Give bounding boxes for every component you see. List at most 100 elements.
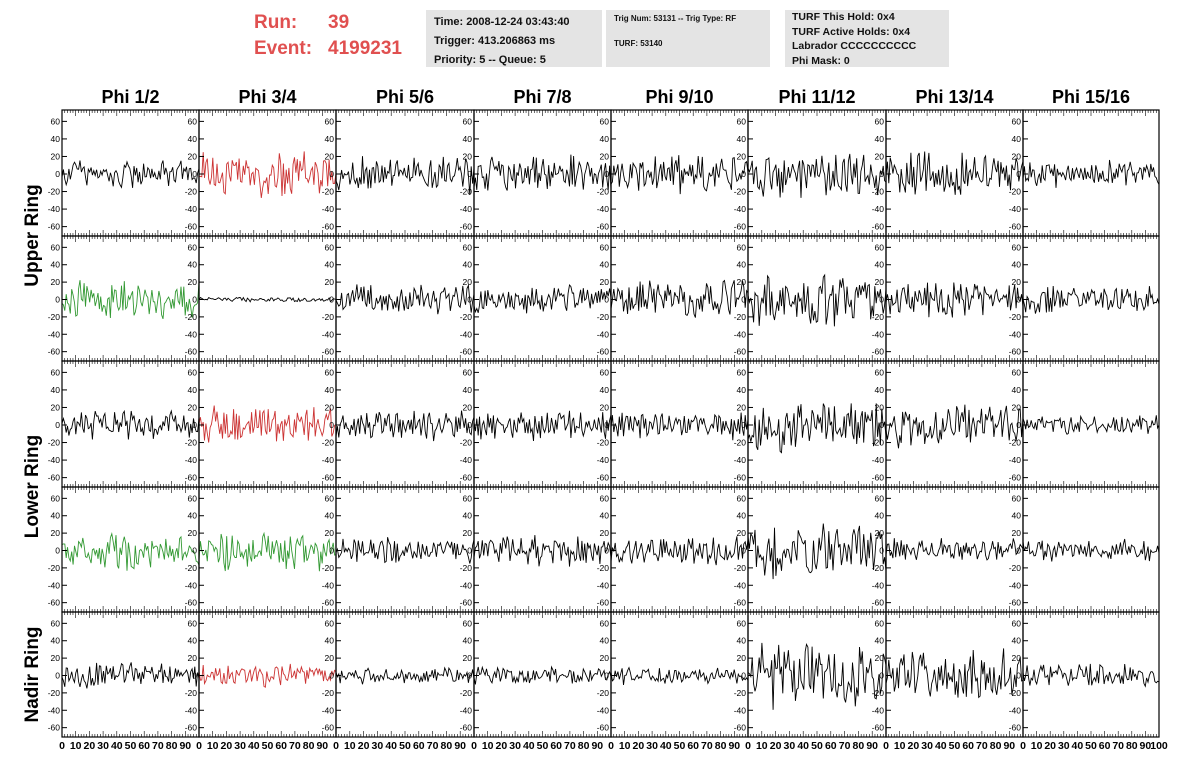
column-header: Phi 5/6 — [376, 87, 434, 107]
x-tick-label: 30 — [921, 740, 933, 752]
x-tick-label: 30 — [97, 740, 109, 752]
turf-active-text: TURF Active Holds: 0x4 — [792, 25, 911, 38]
x-tick-label: 40 — [797, 740, 809, 752]
waveform-trace — [335, 537, 475, 564]
x-tick-label: 10 — [70, 740, 82, 752]
x-tick-label: 70 — [839, 740, 851, 752]
y-tick-label: 40 — [188, 385, 198, 395]
y-tick-label: 0 — [467, 671, 472, 681]
y-tick-label: -20 — [185, 438, 198, 448]
y-tick-label: -60 — [48, 723, 61, 733]
trigger-text: Trigger: 413.206863 ms — [434, 35, 556, 47]
y-tick-label: -40 — [48, 705, 61, 715]
y-tick-label: -40 — [460, 705, 473, 715]
pad-frame — [335, 360, 475, 488]
y-tick-label: 20 — [600, 277, 610, 287]
waveform-trace — [335, 666, 475, 685]
y-tick-label: -20 — [48, 563, 61, 573]
y-tick-label: 20 — [875, 277, 885, 287]
y-tick-label: 20 — [51, 151, 61, 161]
y-tick-label: -60 — [734, 473, 747, 483]
y-tick-label: 0 — [604, 169, 609, 179]
y-tick-label: 0 — [329, 671, 334, 681]
y-tick-label: 40 — [737, 260, 747, 270]
y-tick-label: 20 — [737, 151, 747, 161]
y-tick-label: -20 — [322, 563, 335, 573]
y-tick-label: 60 — [325, 116, 335, 126]
y-tick-label: 20 — [463, 402, 473, 412]
y-tick-label: 40 — [325, 636, 335, 646]
y-tick-label: -20 — [734, 187, 747, 197]
x-tick-label: 10 — [756, 740, 768, 752]
x-tick-label: 60 — [550, 740, 562, 752]
x-tick-label: 20 — [358, 740, 370, 752]
x-tick-label: 20 — [908, 740, 920, 752]
y-tick-label: 0 — [192, 671, 197, 681]
y-tick-label: 0 — [55, 169, 60, 179]
y-tick-label: 60 — [463, 116, 473, 126]
column-header: Phi 11/12 — [778, 87, 855, 107]
y-tick-label: -60 — [48, 347, 61, 357]
y-tick-label: 40 — [1012, 260, 1022, 270]
y-tick-label: 40 — [51, 134, 61, 144]
waveform-trace — [61, 160, 200, 189]
y-tick-label: 20 — [737, 277, 747, 287]
pad-frame — [610, 611, 749, 738]
y-tick-label: -20 — [185, 312, 198, 322]
y-tick-label: -40 — [185, 329, 198, 339]
y-tick-label: 40 — [875, 385, 885, 395]
column-header: Phi 13/14 — [915, 87, 993, 107]
x-tick-label: 10 — [894, 740, 906, 752]
y-tick-label: -40 — [185, 204, 198, 214]
waveform-trace — [473, 410, 612, 442]
waveform-trace — [610, 536, 749, 566]
y-tick-label: 0 — [467, 169, 472, 179]
pad-frame — [335, 235, 475, 362]
waveform-trace — [198, 151, 337, 198]
y-tick-label: 0 — [879, 169, 884, 179]
y-tick-label: 0 — [467, 295, 472, 305]
y-tick-label: -60 — [1009, 598, 1022, 608]
x-tick-label: 70 — [289, 740, 301, 752]
y-tick-label: 40 — [1012, 385, 1022, 395]
y-tick-label: 40 — [737, 385, 747, 395]
y-tick-label: 60 — [463, 242, 473, 252]
y-tick-label: 20 — [875, 528, 885, 538]
event-value: 4199231 — [328, 38, 402, 59]
y-tick-label: -20 — [597, 688, 610, 698]
y-tick-label: -40 — [185, 580, 198, 590]
y-tick-label: -40 — [460, 204, 473, 214]
x-tick-label: 40 — [248, 740, 260, 752]
x-tick-label: 20 — [221, 740, 233, 752]
y-tick-label: 20 — [325, 151, 335, 161]
waveform-trace — [747, 273, 887, 327]
time-trigger-panel: Time: 2008-12-24 03:43:40 Trigger: 413.2… — [426, 10, 602, 67]
waveform-trace — [885, 404, 1024, 449]
y-tick-label: 40 — [463, 134, 473, 144]
y-tick-label: 0 — [1016, 546, 1021, 556]
y-tick-label: 60 — [463, 367, 473, 377]
x-tick-label: 70 — [152, 740, 164, 752]
y-tick-label: -40 — [597, 705, 610, 715]
y-tick-label: -60 — [322, 347, 335, 357]
waveform-trace — [198, 531, 337, 572]
y-tick-label: -60 — [597, 598, 610, 608]
y-tick-label: 0 — [55, 420, 60, 430]
y-tick-label: 40 — [325, 511, 335, 521]
y-tick-label: -60 — [48, 222, 61, 232]
y-tick-label: -60 — [460, 723, 473, 733]
x-tick-label: 20 — [770, 740, 782, 752]
x-tick-label: 90 — [179, 740, 191, 752]
y-tick-label: 20 — [51, 402, 61, 412]
x-tick-label: 30 — [234, 740, 246, 752]
y-tick-label: -60 — [597, 222, 610, 232]
y-tick-label: -60 — [734, 222, 747, 232]
row-group-label: Lower Ring — [22, 435, 43, 538]
y-tick-label: 0 — [1016, 671, 1021, 681]
y-tick-label: 40 — [51, 511, 61, 521]
waveform-trace — [747, 642, 887, 710]
y-tick-label: 20 — [51, 528, 61, 538]
waveform-trace — [610, 666, 749, 686]
waveform-trace — [335, 283, 475, 315]
